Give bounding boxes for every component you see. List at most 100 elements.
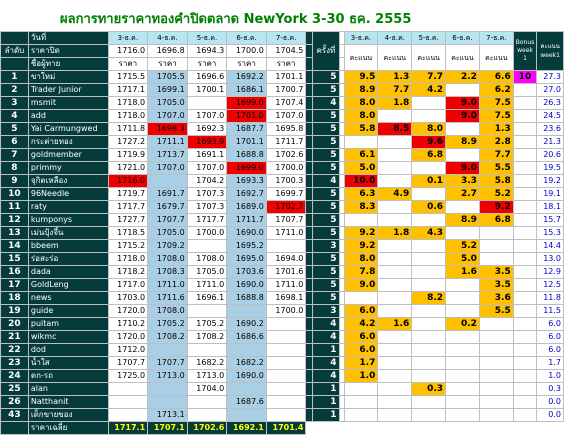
bonus-score: 10 (512, 70, 538, 84)
score (377, 304, 413, 318)
price-guess: 1721.0 (107, 161, 149, 175)
price-guess: 1711.0 (265, 278, 307, 292)
total-score: 13.0 (536, 252, 564, 266)
column-gap (305, 96, 314, 110)
total-score: 0.0 (536, 395, 564, 409)
score (445, 200, 480, 214)
rank-number: 22 (0, 343, 29, 357)
table-row: 43 เด็กขายของ 1713.1 1 0.0 (0, 408, 564, 422)
price-guess (265, 395, 307, 409)
player-name: Yai Carmungwed (27, 122, 109, 136)
column-gap (305, 122, 314, 136)
price-guess: 1700.0 (265, 304, 307, 318)
score (411, 330, 447, 344)
score: 0.2 (445, 317, 480, 331)
week-count: 1 (312, 408, 340, 422)
score: 5.0 (445, 252, 480, 266)
column-gap (305, 44, 314, 58)
week-count: 1 (312, 343, 340, 357)
table-row: 24 ตก-รถ 1725.0 1713.0 1713.0 1690.0 4 1.0 1.0 (0, 369, 564, 383)
total-score: 6.0 (536, 330, 564, 344)
bonus-score (512, 395, 538, 409)
score: 6.8 (411, 148, 447, 162)
price-column-header: ราคา (226, 57, 267, 71)
score (445, 408, 480, 422)
score-header: คะแนน (411, 44, 447, 71)
week-count: 3 (312, 304, 340, 318)
bonus-score (512, 109, 538, 123)
score (411, 187, 447, 201)
price-guess: 1708.0 (186, 252, 228, 266)
price-guess: 1707.7 (147, 213, 188, 227)
bonus-score (512, 213, 538, 227)
price-guess: 1719.7 (107, 187, 149, 201)
score (377, 356, 413, 370)
bonus-score (512, 148, 538, 162)
table-row: 15 ร่อสะร่อ 1718.0 1708.0 1708.0 1695.0 1694.0… (0, 252, 564, 266)
price-guess: 1688.8 (226, 291, 267, 305)
price-guess (226, 304, 267, 318)
price-guess: 1711.0 (186, 278, 228, 292)
week-count: 4 (312, 317, 340, 331)
date-header-label: วันที่ (27, 31, 109, 45)
player-name: Trader Junior (27, 83, 109, 97)
bonus-score (512, 226, 538, 240)
table-row: 13 เม่นปุ้งจึ้น 1718.5 1705.0 1700.0 1690.0 17… (0, 226, 564, 240)
score (445, 226, 480, 240)
score (377, 200, 413, 214)
table-row: 9 จุกิตเหลือง 1716.0 1704.2 1693.3 1700.3 4 10.… (0, 174, 564, 188)
score: 8.9 (343, 83, 379, 97)
price-guess (147, 395, 188, 409)
price-guess (147, 343, 188, 357)
bonus-score (512, 278, 538, 292)
average-price: 1701.4 (265, 421, 307, 435)
score (478, 408, 514, 422)
player-name: dada (27, 265, 109, 279)
bonus-score (512, 239, 538, 253)
total-score: 12.5 (536, 278, 564, 292)
score (343, 408, 379, 422)
price-guess: 1690.2 (226, 317, 267, 331)
price-guess: 1701.1 (265, 70, 307, 84)
total-header: คะแนน week1 (536, 31, 564, 71)
price-column-header: ราคา (147, 57, 188, 71)
price-guess: 1707.0 (186, 109, 228, 123)
price-guess: 1690.0 (226, 278, 267, 292)
table-row: 11 raty 1717.7 1679.7 1707.3 1689.0 1702.7 5 8.3… (0, 200, 564, 214)
rank-number: 1 (0, 70, 29, 84)
rank-number: 13 (0, 226, 29, 240)
price-guess (147, 382, 188, 396)
price-guess: 1727.2 (107, 135, 149, 149)
price-guess (147, 174, 188, 188)
score-date-header: 6-ธ.ค. (445, 31, 480, 45)
score: 8.0 (343, 252, 379, 266)
score-header: คะแนน (478, 44, 514, 71)
page-title: ผลการทายราคาทองคำปิดตลาด NewYork 3-30 ธค… (60, 12, 412, 27)
score: 4.2 (343, 317, 379, 331)
rank-number: 15 (0, 252, 29, 266)
price-guess: 1711.1 (147, 135, 188, 149)
price-guess: 1707.4 (265, 96, 307, 110)
score: 8.0 (343, 109, 379, 123)
average-price: 1702.6 (186, 421, 228, 435)
score: 6.8 (478, 213, 514, 227)
rank-header-blank (0, 31, 29, 45)
score: 9.0 (445, 161, 480, 175)
column-gap (305, 57, 314, 71)
week-count: 5 (312, 226, 340, 240)
price-guess (265, 343, 307, 357)
price-guess: 1700.7 (265, 83, 307, 97)
player-name: GoldLeng (27, 278, 109, 292)
total-score: 20.6 (536, 148, 564, 162)
score: 3.5 (478, 265, 514, 279)
score (377, 109, 413, 123)
score (411, 395, 447, 409)
price-guess: 1707.3 (186, 187, 228, 201)
player-name: goldmember (27, 148, 109, 162)
rank-number: 24 (0, 369, 29, 383)
rank-number: 10 (0, 187, 29, 201)
column-gap (305, 148, 314, 162)
score (377, 174, 413, 188)
price-guess: 1699.1 (147, 83, 188, 97)
price-guess (226, 343, 267, 357)
